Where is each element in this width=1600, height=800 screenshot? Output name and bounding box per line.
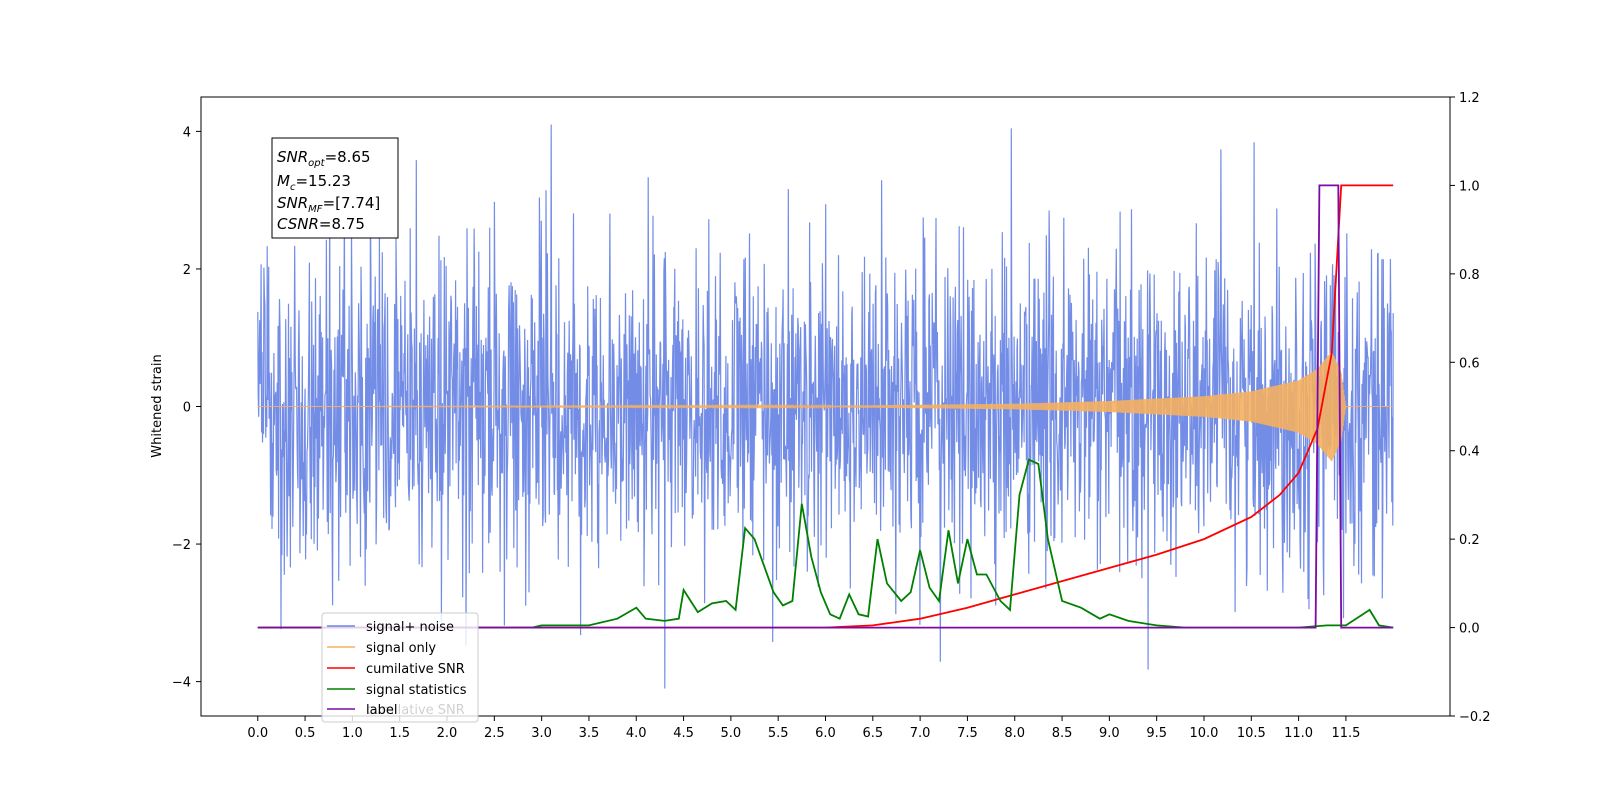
y-tick-label: −2: [172, 538, 191, 553]
y2-tick-label: 1.2: [1459, 91, 1480, 106]
y-tick-label: 2: [183, 263, 191, 278]
legend-ghost-text: cumilative SNR: [366, 703, 465, 718]
x-tick-label: 2.0: [437, 726, 458, 741]
series-layer: [257, 124, 1394, 689]
y2-tick-label: 0.8: [1459, 268, 1480, 283]
annotation-box: SNRopt=8.65 Mc=15.23 SNRMF=[7.74] CSNR=8…: [271, 137, 399, 239]
x-tick-label: 3.0: [531, 726, 552, 741]
x-tick-label: 4.5: [673, 726, 694, 741]
annotation-mc: Mc=15.23: [277, 172, 351, 193]
annotation-snr-mf: SNRMF=[7.74]: [277, 194, 380, 215]
x-tick-label: 5.0: [721, 726, 742, 741]
y-axis-label: Whitened strain: [150, 354, 165, 457]
x-tick-label: 10.5: [1237, 726, 1266, 741]
y-axis-right: 1.2 1.0 0.8 0.6 0.4 0.2 0.0 −0.2: [1450, 91, 1491, 725]
x-tick-label: 8.0: [1004, 726, 1025, 741]
series-signal-only: [257, 351, 1394, 462]
y2-tick-label: 0.2: [1459, 533, 1480, 548]
legend-label-noise: signal+ noise: [366, 620, 454, 635]
x-tick-label: 11.5: [1331, 726, 1360, 741]
x-tick-label: 3.5: [579, 726, 600, 741]
y2-tick-label: −0.2: [1459, 710, 1491, 725]
series-signal-statistics: [257, 458, 1394, 629]
y-axis-left: 4 2 0 −2 −4: [172, 125, 201, 691]
series-signal-noise: [257, 124, 1394, 689]
x-tick-label: 11.0: [1284, 726, 1313, 741]
x-tick-label: 6.0: [815, 726, 836, 741]
x-tick-label: 2.5: [484, 726, 505, 741]
x-tick-label: 6.5: [862, 726, 883, 741]
y-tick-label: 4: [183, 125, 191, 140]
legend: cumilative SNR signal+ noise signal only…: [321, 612, 479, 723]
legend-label-label: label: [366, 703, 397, 718]
y2-tick-label: 1.0: [1459, 179, 1480, 194]
x-tick-label: 7.0: [910, 726, 931, 741]
legend-label-statistics: signal statistics: [366, 683, 467, 698]
y2-tick-label: 0.0: [1459, 622, 1480, 637]
y2-tick-label: 0.6: [1459, 356, 1480, 371]
x-tick-label: 5.5: [768, 726, 789, 741]
x-tick-label: 9.5: [1146, 726, 1167, 741]
annotation-csnr: CSNR=8.75: [277, 215, 365, 233]
series-label: [257, 184, 1394, 629]
x-tick-label: 9.0: [1099, 726, 1120, 741]
x-tick-label: 7.5: [957, 726, 978, 741]
annotation-frame: [271, 137, 399, 239]
x-tick-label: 1.0: [342, 726, 363, 741]
x-tick-label: 4.0: [626, 726, 647, 741]
series-cumilative-snr: [257, 184, 1394, 629]
x-tick-label: 1.5: [389, 726, 410, 741]
legend-label-cumulative: cumilative SNR: [366, 662, 465, 677]
legend-frame: [321, 612, 479, 723]
x-tick-label: 0.0: [247, 726, 268, 741]
x-tick-label: 0.5: [295, 726, 316, 741]
annotation-snr-opt: SNRopt=8.65: [277, 148, 371, 169]
y2-tick-label: 0.4: [1459, 445, 1480, 460]
legend-label-signal: signal only: [366, 641, 436, 656]
y-tick-label: −4: [172, 676, 191, 691]
y-tick-label: 0: [183, 401, 191, 416]
x-axis: 0.0 0.5 1.0 1.5 2.0 2.5 3.0 3.5 4.0 4.5 5.0 5.5 6.0 6…: [247, 716, 1360, 741]
x-tick-label: 10.0: [1190, 726, 1219, 741]
x-tick-label: 8.5: [1052, 726, 1073, 741]
